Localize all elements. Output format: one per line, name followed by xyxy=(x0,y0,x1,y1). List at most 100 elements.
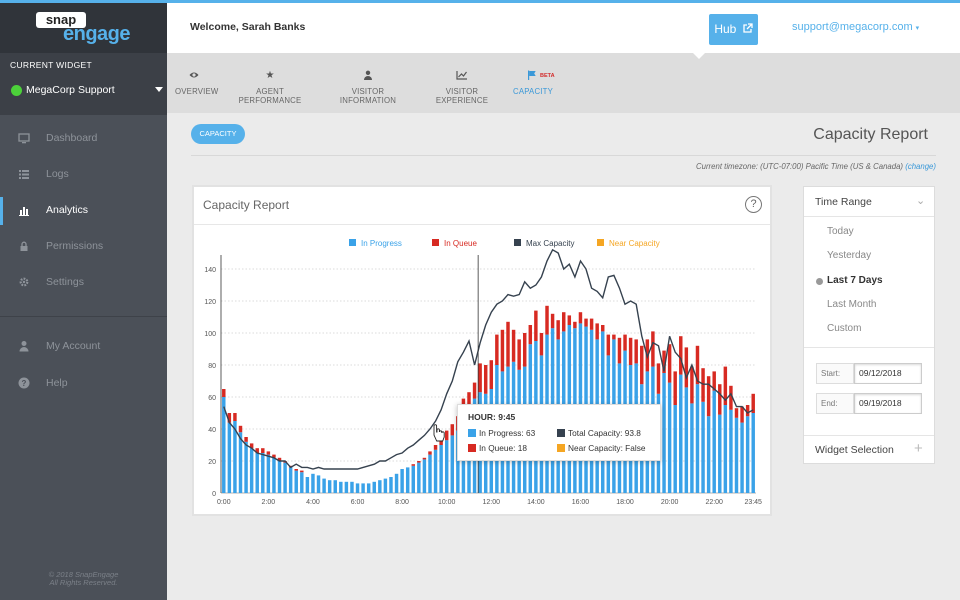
tooltip-in-progress: In Progress: 63 xyxy=(468,428,535,438)
selected-radio-dot xyxy=(816,278,823,285)
sidebar-item-dashboard[interactable]: Dashboard xyxy=(0,125,167,153)
bar-in-progress xyxy=(361,483,365,493)
sidebar-item-label: Dashboard xyxy=(46,132,98,144)
bar-in-progress xyxy=(383,478,388,493)
y-tick-label: 100 xyxy=(204,331,216,338)
swatch-in-progress xyxy=(468,429,476,437)
bar-in-queue xyxy=(294,469,298,471)
tooltip-near-capacity: Near Capacity: False xyxy=(557,443,645,453)
swatch-near-capacity xyxy=(557,444,565,452)
bar-in-queue xyxy=(266,451,271,455)
bar-in-queue xyxy=(690,366,694,404)
x-tick-label: 4:00 xyxy=(306,499,320,506)
time-range-today[interactable]: Today xyxy=(827,226,854,237)
bar-in-queue xyxy=(444,430,449,441)
bar-in-progress xyxy=(673,405,677,493)
widget-selection-label[interactable]: Widget Selection xyxy=(815,444,894,456)
bar-in-queue xyxy=(550,313,555,329)
time-range-last-month[interactable]: Last Month xyxy=(827,299,877,310)
bar-in-progress xyxy=(433,449,438,493)
bar-in-progress xyxy=(311,473,315,493)
tab-capacity[interactable]: CAPACITY xyxy=(513,70,554,96)
bar-in-progress xyxy=(422,459,427,493)
bar-in-progress xyxy=(394,473,399,493)
sidebar-item-analytics[interactable]: Analytics xyxy=(0,197,167,225)
bar-in-queue xyxy=(573,321,577,329)
bar-in-progress xyxy=(238,432,243,493)
sidebar-item-settings[interactable]: Settings xyxy=(0,269,167,297)
bar-in-progress xyxy=(249,448,254,493)
hub-button[interactable]: Hub xyxy=(709,14,758,45)
bar-in-progress xyxy=(695,384,700,493)
x-tick-label: 12:00 xyxy=(483,499,501,506)
account-email-dropdown[interactable]: support@megacorp.com ▾ xyxy=(792,21,919,33)
x-tick-label: 0:00 xyxy=(217,499,231,506)
bar-in-queue xyxy=(745,405,750,417)
bar-in-queue xyxy=(684,347,689,388)
bar-in-progress xyxy=(222,397,226,493)
current-widget-label: CURRENT WIDGET xyxy=(10,60,92,70)
y-tick-label: 60 xyxy=(208,395,216,402)
bar-in-queue xyxy=(606,334,611,356)
sidebar-item-logs[interactable]: Logs xyxy=(0,161,167,189)
plus-icon[interactable]: + xyxy=(914,440,923,457)
beta-badge: BETA xyxy=(540,73,555,79)
time-range-yesterday[interactable]: Yesterday xyxy=(827,250,872,261)
sidebar-item-my-account[interactable]: My Account xyxy=(0,333,167,361)
sidebar-item-label: Analytics xyxy=(46,204,89,216)
bar-in-queue xyxy=(300,470,304,473)
bar-in-queue xyxy=(517,339,521,370)
tab-label: VISITOR INFORMATION xyxy=(339,87,397,105)
tab-label: CAPACITY xyxy=(513,87,554,96)
tab-overview[interactable]: OVERVIEW xyxy=(175,70,218,96)
start-date-label: Start: xyxy=(816,363,854,384)
bar-in-progress xyxy=(261,453,265,493)
list-icon xyxy=(18,168,30,180)
bar-in-queue xyxy=(640,345,644,385)
widget-name: MegaCorp Support xyxy=(26,84,115,96)
bar-in-progress xyxy=(405,467,410,493)
y-tick-label: 40 xyxy=(208,427,216,434)
bar-in-queue xyxy=(567,315,572,325)
time-range-panel: Time Range ⌄ Today Yesterday Last 7 Days… xyxy=(803,186,935,464)
capacity-pill-button[interactable]: CAPACITY xyxy=(191,124,245,144)
help-circle-icon[interactable]: ? xyxy=(745,196,762,213)
bar-in-progress xyxy=(456,430,460,493)
sidebar-item-label: Help xyxy=(46,377,68,389)
widget-select[interactable]: MegaCorp Support xyxy=(0,79,167,107)
start-date-input[interactable]: 09/12/2018 xyxy=(854,363,922,384)
y-tick-label: 80 xyxy=(208,363,216,370)
end-date-input[interactable]: 09/19/2018 xyxy=(854,393,922,414)
bar-in-progress xyxy=(712,390,716,493)
bar-in-progress xyxy=(277,461,282,493)
bar-in-queue xyxy=(578,312,583,324)
tab-agent-performance[interactable]: ★ AGENT PERFORMANCE xyxy=(227,70,313,105)
logo[interactable]: snap engage xyxy=(0,3,167,53)
bar-in-queue xyxy=(411,464,415,466)
bar-in-queue xyxy=(227,413,232,423)
chevron-down-icon[interactable]: ⌄ xyxy=(916,195,926,207)
sidebar-item-permissions[interactable]: Permissions xyxy=(0,233,167,261)
time-range-custom[interactable]: Custom xyxy=(827,323,862,334)
bar-in-progress xyxy=(450,435,455,493)
tab-visitor-information[interactable]: VISITOR INFORMATION xyxy=(325,70,411,105)
bar-in-queue xyxy=(617,337,622,364)
bar-in-queue xyxy=(712,371,716,391)
bar-in-queue xyxy=(433,445,438,450)
hub-label: Hub xyxy=(714,22,737,36)
tab-visitor-experience[interactable]: VISITOR EXPERIENCE xyxy=(423,70,501,105)
legend-swatch xyxy=(514,239,521,246)
bar-in-progress xyxy=(389,477,393,493)
bar-in-queue xyxy=(489,360,494,389)
bar-in-queue xyxy=(656,363,661,394)
bar-in-progress xyxy=(350,481,354,493)
timezone-info: Current timezone: (UTC-07:00) Pacific Ti… xyxy=(560,162,936,171)
change-timezone-link[interactable]: (change) xyxy=(905,162,936,171)
time-range-last-7-days[interactable]: Last 7 Days xyxy=(827,275,883,286)
help-icon: ? xyxy=(18,377,30,389)
sidebar-item-help[interactable]: ? Help xyxy=(0,370,167,398)
legend-swatch xyxy=(432,239,439,246)
legend-swatch xyxy=(349,239,356,246)
line-chart-icon xyxy=(423,70,501,83)
x-tick-label: 22:00 xyxy=(705,499,723,506)
